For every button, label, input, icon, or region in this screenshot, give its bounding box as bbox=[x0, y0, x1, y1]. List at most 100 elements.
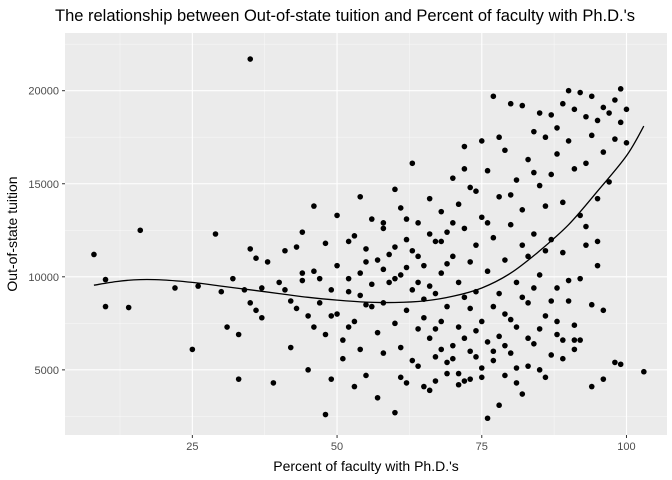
data-point bbox=[438, 346, 445, 353]
data-point bbox=[588, 383, 595, 390]
data-point bbox=[519, 102, 526, 109]
data-point bbox=[403, 236, 410, 243]
data-point bbox=[438, 270, 445, 276]
data-point bbox=[311, 268, 317, 275]
data-point bbox=[513, 177, 520, 183]
data-point bbox=[230, 275, 236, 282]
data-point bbox=[461, 166, 468, 172]
data-point bbox=[363, 259, 369, 265]
data-point bbox=[247, 56, 254, 62]
data-point bbox=[444, 359, 450, 366]
x-tick-label: 75 bbox=[476, 441, 488, 453]
data-point bbox=[484, 339, 491, 345]
data-point bbox=[490, 234, 497, 241]
data-point bbox=[594, 117, 601, 124]
data-point bbox=[496, 134, 502, 141]
data-point bbox=[455, 279, 462, 286]
data-point bbox=[172, 285, 178, 291]
data-point bbox=[502, 342, 508, 349]
data-point bbox=[392, 409, 398, 416]
data-point bbox=[363, 372, 369, 379]
data-point bbox=[351, 233, 358, 239]
data-point bbox=[577, 275, 583, 282]
data-point bbox=[623, 106, 630, 113]
data-point bbox=[478, 214, 485, 221]
data-point bbox=[531, 285, 537, 291]
data-point bbox=[577, 337, 583, 343]
data-point bbox=[577, 89, 583, 96]
data-point bbox=[125, 304, 132, 311]
y-tick-label: 20000 bbox=[28, 86, 59, 98]
data-point bbox=[374, 394, 381, 401]
data-point bbox=[91, 251, 97, 258]
data-point bbox=[357, 193, 364, 200]
data-point bbox=[606, 110, 612, 116]
data-point bbox=[444, 229, 450, 235]
grid-lines bbox=[65, 33, 667, 435]
data-point bbox=[531, 341, 537, 347]
data-point bbox=[444, 260, 450, 267]
data-point bbox=[548, 236, 555, 243]
data-point bbox=[536, 182, 543, 189]
data-point bbox=[426, 283, 433, 289]
data-point bbox=[502, 147, 508, 154]
data-point bbox=[588, 132, 595, 139]
data-point bbox=[548, 352, 555, 358]
data-point bbox=[305, 367, 311, 373]
data-point bbox=[351, 318, 358, 325]
data-point bbox=[513, 380, 520, 386]
data-point bbox=[305, 313, 311, 319]
data-point bbox=[455, 324, 462, 330]
data-point bbox=[490, 348, 497, 355]
data-point bbox=[612, 359, 618, 366]
data-point bbox=[409, 287, 416, 293]
data-point bbox=[322, 331, 329, 338]
data-point bbox=[455, 201, 462, 208]
data-point bbox=[299, 277, 306, 284]
y-tick-label: 5000 bbox=[35, 365, 59, 377]
data-point bbox=[380, 350, 387, 356]
data-point bbox=[328, 376, 335, 382]
data-point bbox=[583, 223, 589, 230]
data-point bbox=[467, 376, 473, 382]
data-point bbox=[583, 242, 589, 248]
data-point bbox=[259, 285, 265, 291]
data-point bbox=[554, 125, 560, 131]
data-point bbox=[345, 275, 352, 282]
data-point bbox=[467, 259, 473, 265]
y-axis-title: Out-of-state tuition bbox=[4, 176, 20, 291]
data-point bbox=[467, 305, 473, 312]
y-tick-label: 15000 bbox=[28, 179, 59, 191]
data-point bbox=[617, 86, 624, 92]
data-point bbox=[565, 138, 572, 144]
data-point bbox=[328, 287, 335, 293]
data-point bbox=[519, 207, 526, 213]
data-point bbox=[455, 381, 462, 388]
data-point bbox=[461, 294, 468, 301]
data-point bbox=[600, 104, 607, 111]
data-point bbox=[282, 287, 288, 293]
data-point bbox=[409, 160, 416, 167]
data-point bbox=[363, 246, 369, 252]
data-point bbox=[189, 346, 196, 353]
data-point bbox=[548, 298, 555, 304]
data-point bbox=[264, 259, 271, 265]
data-point bbox=[247, 300, 254, 306]
data-point bbox=[542, 374, 549, 381]
data-point bbox=[432, 326, 439, 332]
data-point bbox=[253, 255, 259, 261]
data-point bbox=[340, 355, 346, 362]
data-point bbox=[554, 318, 560, 325]
data-point bbox=[554, 331, 560, 338]
data-point bbox=[571, 106, 578, 113]
data-point bbox=[368, 281, 375, 288]
data-point bbox=[351, 383, 358, 390]
data-point bbox=[287, 344, 294, 351]
data-point bbox=[368, 216, 375, 222]
x-axis-title: Percent of faculty with Ph.D.'s bbox=[273, 458, 459, 474]
data-point bbox=[102, 303, 109, 310]
data-point bbox=[397, 205, 404, 211]
x-tick-label: 100 bbox=[617, 441, 635, 453]
